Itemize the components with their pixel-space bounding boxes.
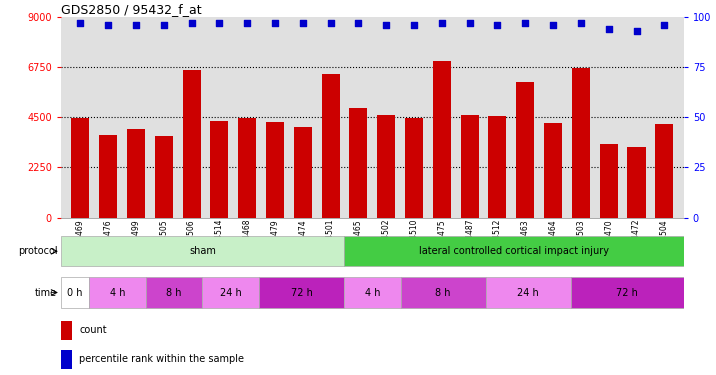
Text: time: time (35, 288, 57, 297)
Point (186, 20, 198, 26)
Point (575, 20, 586, 26)
Bar (516, 81, 534, 218)
Bar (146, 278, 203, 308)
Bar (99, 135, 117, 218)
Bar (405, 118, 423, 218)
Point (603, 26, 614, 32)
Bar (259, 278, 344, 308)
Bar (72, 118, 90, 218)
Bar (485, 278, 571, 308)
Bar (155, 136, 173, 218)
Bar (203, 278, 259, 308)
Point (102, 22, 114, 28)
Point (492, 22, 503, 28)
Bar (266, 122, 284, 218)
Bar (627, 147, 646, 218)
Bar (127, 129, 145, 218)
Point (436, 20, 448, 26)
Bar (61, 236, 344, 266)
Bar (321, 74, 339, 217)
Point (325, 20, 337, 26)
Text: 8 h: 8 h (166, 288, 182, 297)
Bar (238, 118, 256, 218)
Text: 4 h: 4 h (364, 288, 380, 297)
Bar (401, 278, 485, 308)
Bar (183, 70, 200, 217)
Text: GDS2850 / 95432_f_at: GDS2850 / 95432_f_at (61, 3, 201, 16)
Text: 24 h: 24 h (517, 288, 539, 297)
Point (74, 20, 86, 26)
Point (297, 20, 309, 26)
Bar (294, 127, 312, 218)
Bar (460, 115, 479, 218)
Text: 24 h: 24 h (220, 288, 241, 297)
Point (158, 22, 170, 28)
Bar (600, 144, 618, 218)
Point (353, 20, 364, 26)
Text: 4 h: 4 h (110, 288, 125, 297)
Text: 72 h: 72 h (291, 288, 312, 297)
Point (380, 22, 392, 28)
Bar (61, 278, 90, 308)
Bar (344, 278, 401, 308)
Text: 72 h: 72 h (616, 288, 638, 297)
Bar (572, 68, 590, 218)
Bar (344, 236, 684, 266)
Bar (544, 123, 562, 218)
Text: percentile rank within the sample: percentile rank within the sample (79, 354, 244, 364)
Bar (655, 124, 673, 218)
Bar (90, 278, 146, 308)
Bar (61, 321, 72, 340)
Point (464, 20, 475, 26)
Bar (377, 115, 395, 218)
Text: count: count (79, 325, 107, 335)
Point (659, 22, 670, 28)
Bar (571, 278, 684, 308)
Text: 0 h: 0 h (67, 288, 83, 297)
Text: protocol: protocol (18, 246, 57, 256)
Point (520, 20, 531, 26)
Point (130, 22, 142, 28)
Point (213, 20, 225, 26)
Text: lateral controlled cortical impact injury: lateral controlled cortical impact injur… (419, 246, 609, 256)
Text: sham: sham (189, 246, 216, 256)
Point (547, 22, 558, 28)
Point (631, 28, 642, 34)
Bar (432, 62, 451, 217)
Point (269, 20, 281, 26)
Text: 8 h: 8 h (435, 288, 451, 297)
Bar (349, 108, 367, 217)
Point (241, 20, 253, 26)
Point (408, 22, 420, 28)
Bar (211, 120, 228, 218)
Bar (488, 116, 506, 218)
Bar (61, 350, 72, 369)
